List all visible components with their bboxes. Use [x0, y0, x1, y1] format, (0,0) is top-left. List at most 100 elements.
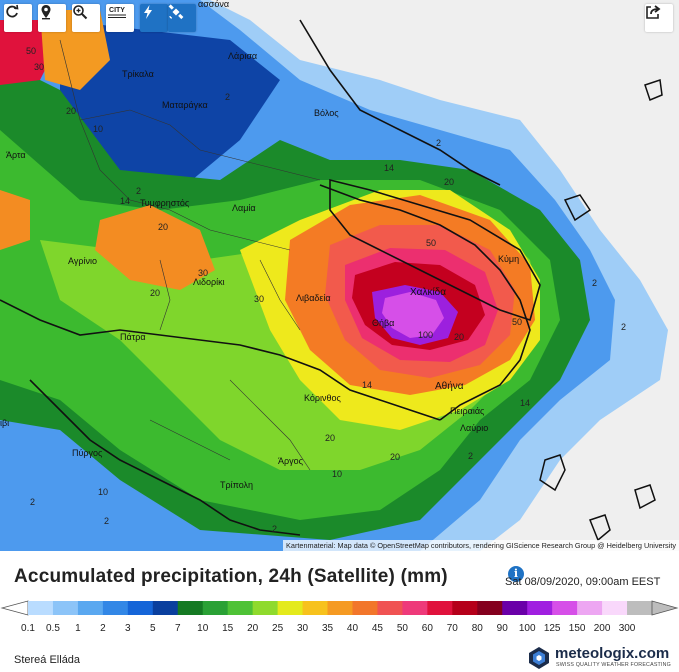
city-label: Λάρισα [228, 51, 258, 61]
satellite-layer-button[interactable] [168, 4, 196, 32]
brand-logo[interactable]: meteologix.com SWISS QUALITY WEATHER FOR… [527, 645, 671, 671]
legend-tick-label: 25 [272, 623, 284, 634]
legend-tick-label: 2 [100, 623, 106, 634]
legend-swatch [577, 601, 603, 615]
isoline-label: 30 [34, 62, 45, 72]
legend-swatch [452, 601, 478, 615]
isoline-label: 50 [426, 238, 437, 248]
city-label: Κόρινθος [304, 393, 341, 403]
legend-tick-label: 5 [150, 623, 156, 634]
legend-tick-labels: 0.1 0.5 1 2 3 5 7 10 15 20 25 30 35 40 45 50 60 70 80 90 100… [0, 623, 679, 637]
precip-zone-left-orange [0, 190, 30, 250]
island-3 [634, 484, 656, 510]
legend-tick-label: 200 [593, 623, 611, 634]
island-1 [539, 454, 566, 492]
legend-swatch [477, 601, 503, 615]
info-icon[interactable]: i [508, 566, 524, 582]
city-label: Πάτρα [120, 332, 146, 342]
legend-swatch [502, 601, 528, 615]
city-label: Άρτα [6, 150, 26, 160]
magnifier-plus-icon [73, 5, 88, 20]
legend-tick-label: 3 [125, 623, 131, 634]
isoline-label: 2 [436, 138, 442, 148]
legend-swatch [127, 601, 154, 615]
isoline-label: 14 [520, 398, 531, 408]
isoline-label: 2 [225, 92, 231, 102]
lightning-layer-button[interactable] [140, 4, 168, 32]
legend-swatch [427, 601, 453, 615]
city-label: Τρίκαλα [122, 69, 154, 79]
isoline-label: 10 [332, 469, 343, 479]
city-label: Τυμφρηστός [140, 198, 190, 208]
isoline-label: 2 [592, 278, 598, 288]
city-label: Κύμη [498, 254, 520, 264]
city-label: ιβι [0, 418, 10, 428]
refresh-button[interactable] [4, 4, 32, 32]
brand-name: meteologix.com [555, 645, 670, 662]
satellite-icon [168, 4, 184, 20]
legend-swatch [202, 601, 229, 615]
legend-swatch [227, 601, 254, 615]
location-button[interactable] [38, 4, 66, 32]
isoline-label: 20 [454, 332, 465, 342]
city-label: Λιβαδεία [296, 293, 331, 303]
legend-tick-label: 40 [346, 623, 359, 634]
map-attribution[interactable]: Kartenmaterial: Map data © OpenStreetMap… [283, 540, 679, 551]
city-layer-button[interactable]: CITY [106, 4, 134, 32]
isoline-label: 50 [512, 317, 523, 327]
legend-arrow-left [0, 600, 29, 616]
legend-tick-label: 0.1 [21, 623, 35, 634]
precipitation-map[interactable]: Λάρισα Τρίκαλα Ματαράγκα Βόλος Άρτα Τυμφ… [0, 0, 679, 551]
legend-tick-label: 35 [321, 623, 334, 634]
legend-swatch [277, 601, 304, 615]
legend-swatch [377, 601, 403, 615]
map-canvas [0, 0, 668, 551]
legend-arrow-right [651, 600, 679, 616]
legend-swatch [102, 601, 129, 615]
city-label: Τρίπολη [220, 480, 254, 490]
refresh-icon [6, 4, 19, 18]
zoom-button[interactable] [72, 4, 100, 32]
city-label: Λιδορίκι [193, 277, 225, 287]
legend-swatch [627, 601, 653, 615]
isoline-label: 20 [150, 288, 161, 298]
isoline-label: 2 [104, 516, 110, 526]
legend-tick-label: 125 [543, 623, 561, 634]
region-name: Stereá Elláda [14, 654, 81, 666]
legend-tick-label: 15 [222, 623, 234, 634]
isoline-label: 20 [158, 222, 169, 232]
isoline-label: 50 [26, 46, 37, 56]
share-button[interactable] [645, 4, 673, 32]
isoline-label: 10 [93, 124, 104, 134]
city-label: Πύργος [72, 448, 103, 458]
legend-tick-label: 0.5 [46, 623, 60, 634]
city-label: Λαύριο [460, 423, 489, 433]
legend-tick-label: 7 [174, 623, 181, 634]
isoline-label: 20 [390, 452, 401, 462]
legend-swatch [77, 601, 104, 615]
coastline-mainland [0, 19, 531, 536]
legend-swatch [52, 601, 79, 615]
legend-swatch [177, 601, 204, 615]
isoline-label: 20 [66, 106, 77, 116]
legend-swatch [527, 601, 553, 615]
isoline-label: 30 [198, 268, 209, 278]
legend-tick-label: 300 [618, 623, 636, 634]
legend-swatch [352, 601, 378, 615]
precip-zone-violet [382, 292, 444, 338]
city-icon: CITY [108, 7, 126, 18]
isoline-label: 20 [325, 433, 336, 443]
city-label: ασσόνα [198, 0, 230, 9]
legend-tick-label: 80 [471, 623, 483, 634]
brand-tagline: SWISS QUALITY WEATHER FORECASTING [556, 662, 672, 668]
city-label: Άργος [278, 456, 303, 466]
island-4 [563, 194, 592, 222]
city-label: Χαλκίδα [410, 287, 447, 298]
isoline-label: 2 [30, 497, 36, 507]
legend-swatch [327, 601, 353, 615]
precip-zone-top-left-red [0, 20, 55, 85]
legend-swatch [28, 601, 54, 615]
city-label: Θήβα [372, 318, 395, 328]
isoline-label: 14 [362, 380, 373, 390]
